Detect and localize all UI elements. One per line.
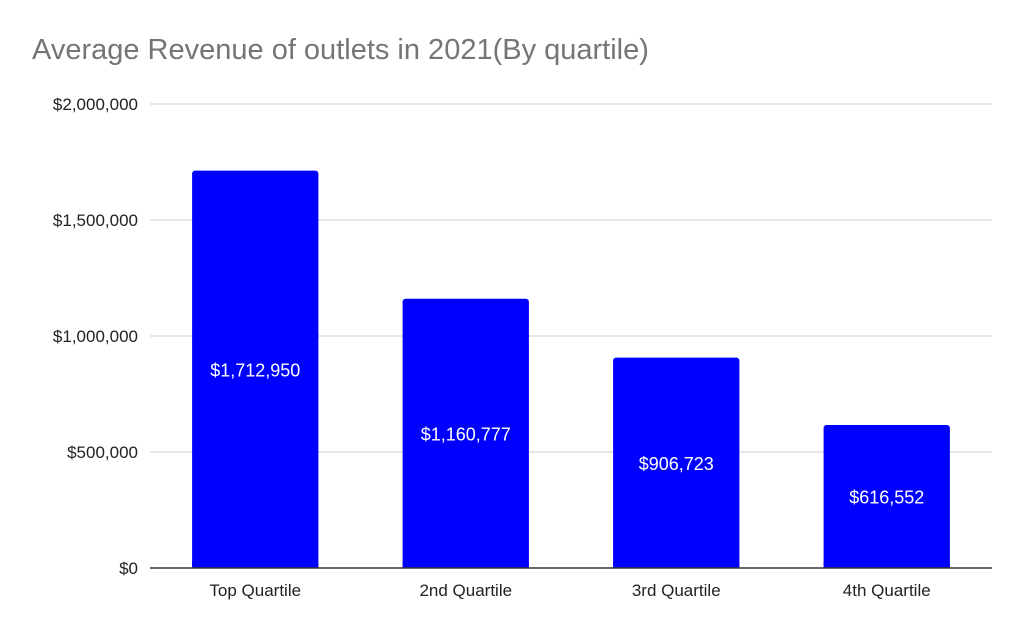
data-labels: $1,712,950 $1,160,777 $906,723 $616,552	[210, 360, 924, 507]
bar-base	[823, 562, 950, 568]
chart-title: Average Revenue of outlets in 2021(By qu…	[32, 34, 649, 66]
y-axis-tick-labels: $0 $500,000 $1,000,000 $1,500,000 $2,000,000	[53, 95, 138, 578]
x-category-label: Top Quartile	[209, 581, 301, 600]
y-tick-label: $0	[119, 559, 138, 578]
x-category-label: 2nd Quartile	[419, 581, 512, 600]
x-axis-category-labels: Top Quartile 2nd Quartile 3rd Quartile 4th …	[209, 581, 930, 600]
bar-base	[192, 562, 319, 568]
bar	[402, 298, 529, 568]
y-tick-label: $2,000,000	[53, 95, 138, 114]
data-label: $616,552	[849, 487, 924, 507]
y-tick-label: $1,500,000	[53, 211, 138, 230]
data-label: $1,160,777	[421, 424, 511, 444]
y-tick-label: $1,000,000	[53, 327, 138, 346]
bars	[192, 170, 950, 569]
data-label: $1,712,950	[210, 360, 300, 380]
bar	[823, 424, 950, 568]
bar	[192, 170, 319, 569]
x-category-label: 3rd Quartile	[632, 581, 721, 600]
bar-base	[613, 562, 740, 568]
bar	[613, 357, 740, 568]
x-category-label: 4th Quartile	[843, 581, 931, 600]
y-tick-label: $500,000	[67, 443, 138, 462]
bar-base	[402, 562, 529, 568]
data-label: $906,723	[639, 454, 714, 474]
